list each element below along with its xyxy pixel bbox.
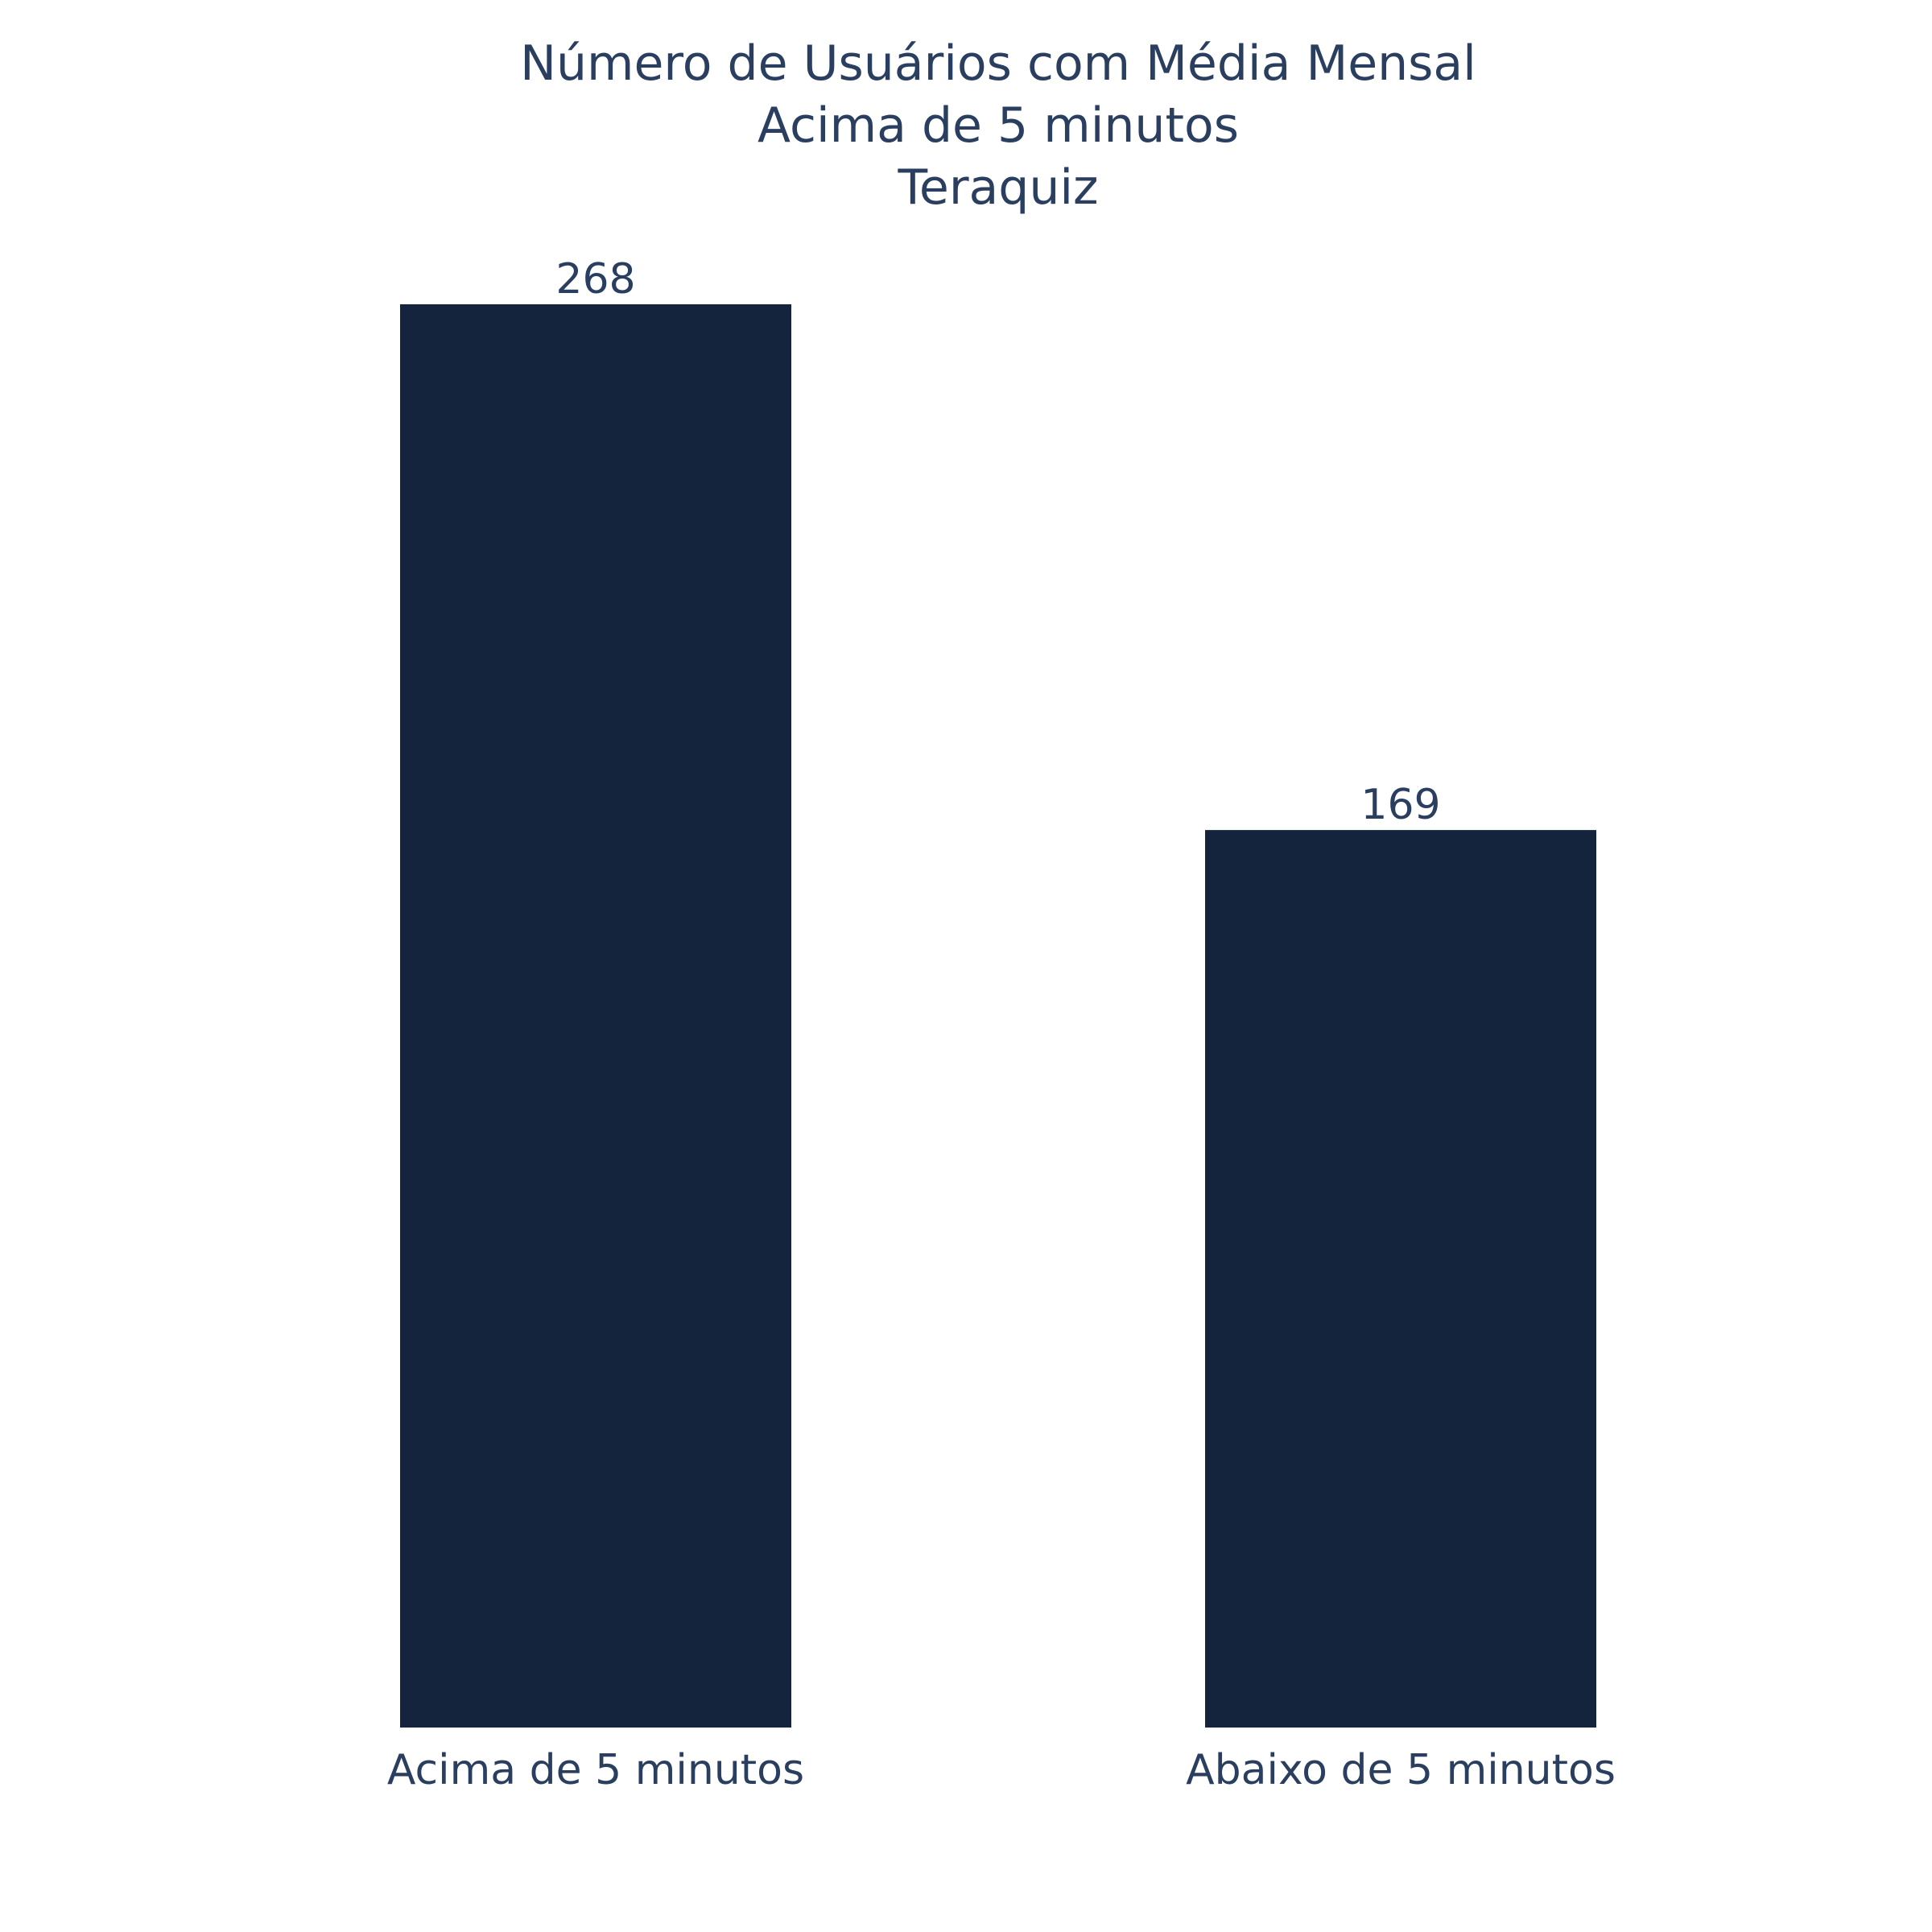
- chart-title-line-1: Número de Usuários com Média Mensal: [520, 35, 1476, 92]
- bar-value-label-1: 268: [555, 255, 635, 303]
- x-axis-tick-labels: Acima de 5 minutos Abaixo de 5 minutos: [387, 1746, 1616, 1794]
- data-labels-layer: 268 169: [555, 255, 1440, 829]
- bar-value-label-2: 169: [1360, 781, 1440, 829]
- x-tick-label-2: Abaixo de 5 minutos: [1186, 1746, 1616, 1794]
- chart-title-line-2: Acima de 5 minutos: [758, 97, 1239, 154]
- chart-title-line-3: Teraquiz: [897, 159, 1098, 216]
- x-tick-label-1: Acima de 5 minutos: [387, 1746, 804, 1794]
- bar-2: [1205, 830, 1596, 1728]
- bar-1: [400, 304, 791, 1728]
- chart-title: Número de Usuários com Média Mensal Acim…: [520, 35, 1476, 216]
- bars-layer: [400, 304, 1596, 1728]
